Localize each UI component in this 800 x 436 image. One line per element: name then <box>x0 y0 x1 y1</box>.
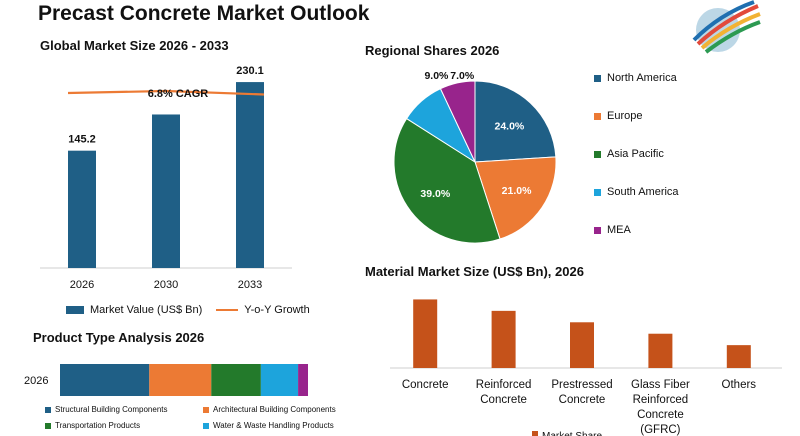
pie-legend-item-asia-pacific: Asia Pacific <box>594 148 679 160</box>
material-bar-chart: Concrete Reinforced Concrete Prestressed Con… <box>390 299 782 436</box>
logo-swoosh-red <box>696 4 759 46</box>
legend-label-yoy: Y-o-Y Growth <box>244 304 310 316</box>
material-chart-title: Material Market Size (US$ Bn), 2026 <box>365 264 584 279</box>
pie-label-europe: 21.0% <box>502 185 532 197</box>
pie-legend-item-europe: Europe <box>594 110 679 122</box>
pie-label-north-america: 24.0% <box>494 120 524 132</box>
pie-legend-label-north-america: North America <box>607 72 677 84</box>
material-tick-concrete: Concrete <box>402 379 449 391</box>
material-bar-concrete <box>413 299 438 368</box>
global-tick-2026: 2026 <box>70 279 94 291</box>
global-chart-title: Global Market Size 2026 - 2033 <box>40 38 229 53</box>
pie-legend-swatch-south-america <box>594 188 601 196</box>
material-tick-glass-fiber-reinforced-concrete-gfrc: Glass Fiber Reinforced Concrete (GFRC) <box>631 379 690 436</box>
product-category-label: 2026 <box>24 375 48 387</box>
company-logo <box>692 0 761 54</box>
legend-swatch-market-value <box>66 306 84 314</box>
product-legend-swatch-structural-building-components <box>45 406 51 413</box>
product-legend-label-structural-building-components: Structural Building Components <box>55 405 168 414</box>
product-legend-item-water-waste-handling-products: Water & Waste Handling Products <box>203 421 363 430</box>
global-bar-2033 <box>236 82 264 269</box>
pie-legend-swatch-north-america <box>594 74 601 82</box>
product-segment-structural-building-components <box>60 364 150 396</box>
pie-slice-asia-pacific <box>393 117 501 244</box>
regional-legend: North America Europe Asia Pacific South Ame… <box>594 72 679 262</box>
product-legend-swatch-architectural-building-components <box>203 406 209 413</box>
pie-legend-swatch-europe <box>594 112 601 120</box>
legend-label-market-value: Market Value (US$ Bn) <box>90 304 203 316</box>
pie-legend-swatch-asia-pacific <box>594 150 601 158</box>
pie-legend-swatch-mea <box>594 226 601 234</box>
product-legend-swatch-transportation-products <box>45 422 51 429</box>
product-legend-swatch-water-waste-handling-products <box>203 422 209 429</box>
material-tick-prestressed-concrete: Prestressed Concrete <box>551 379 612 406</box>
pie-legend-label-south-america: South America <box>607 186 679 198</box>
global-bar-2030 <box>152 114 180 268</box>
pie-label-mea: 7.0% <box>450 70 475 82</box>
logo-swoosh-yellow <box>700 12 761 50</box>
pie-slice-north-america <box>474 80 557 163</box>
global-tick-2030: 2030 <box>154 279 178 291</box>
global-market-chart: 145.2 2026 2030 230.1 2033 6.8% CAGR <box>40 65 292 291</box>
product-chart-title: Product Type Analysis 2026 <box>33 330 205 345</box>
global-tick-2033: 2033 <box>238 279 262 291</box>
global-bar-label-2033: 230.1 <box>236 65 264 77</box>
material-bar-others <box>726 345 751 368</box>
legend-swatch-yoy <box>216 309 239 311</box>
pie-slice-mea <box>439 80 476 163</box>
pie-legend-label-asia-pacific: Asia Pacific <box>607 148 664 160</box>
pie-legend-item-south-america: South America <box>594 186 679 198</box>
pie-legend-label-europe: Europe <box>607 110 643 122</box>
material-bar-glass-fiber-reinforced-concrete-gfrc <box>648 333 673 368</box>
global-bar-label-2026: 145.2 <box>68 134 96 146</box>
material-bar-reinforced-concrete <box>491 310 516 368</box>
product-legend-item-transportation-products: Transportation Products <box>45 421 203 430</box>
global-cagr-annotation: 6.8% CAGR <box>148 88 209 100</box>
pie-legend-label-mea: MEA <box>607 224 631 236</box>
product-segment-transportation-products <box>211 364 261 396</box>
pie-label-south-america: 9.0% <box>424 70 449 82</box>
regional-chart-title: Regional Shares 2026 <box>365 43 500 58</box>
pie-legend-item-north-america: North America <box>594 72 679 84</box>
product-legend-label-architectural-building-components: Architectural Building Components <box>213 405 336 414</box>
material-bar-prestressed-concrete <box>570 322 594 368</box>
material-tick-reinforced-concrete: Reinforced Concrete <box>476 379 532 406</box>
product-legend-item-structural-building-components: Structural Building Components <box>45 405 203 414</box>
product-segment-water-waste-handling-products <box>260 364 299 396</box>
material-legend-label: Market Share <box>542 431 602 436</box>
product-stacked-chart: 2026 <box>24 364 308 396</box>
pie-label-asia-pacific: 39.0% <box>420 188 450 200</box>
product-legend-label-transportation-products: Transportation Products <box>55 421 141 430</box>
product-segment-architectural-building-components <box>149 364 212 396</box>
pie-slice-europe <box>474 156 557 240</box>
material-legend-swatch <box>532 431 538 436</box>
logo-swoosh-green <box>704 20 761 54</box>
global-bar-2026 <box>68 150 96 268</box>
page-title: Precast Concrete Market Outlook <box>38 2 370 25</box>
product-legend: Structural Building Components Architectu… <box>45 405 365 430</box>
product-legend-item-architectural-building-components: Architectural Building Components <box>203 405 363 414</box>
material-tick-others: Others <box>722 379 757 391</box>
product-legend-label-water-waste-handling-products: Water & Waste Handling Products <box>213 421 334 430</box>
global-growth-line <box>67 89 265 96</box>
global-legend: Market Value (US$ Bn) Y-o-Y Growth <box>66 304 310 316</box>
product-segment-other-4 <box>298 364 308 396</box>
logo-swoosh-blue <box>692 0 755 42</box>
pie-legend-item-mea: MEA <box>594 224 679 236</box>
regional-pie-chart: 24.0% 21.0% 39.0% 9.0% 7.0% <box>393 70 557 244</box>
